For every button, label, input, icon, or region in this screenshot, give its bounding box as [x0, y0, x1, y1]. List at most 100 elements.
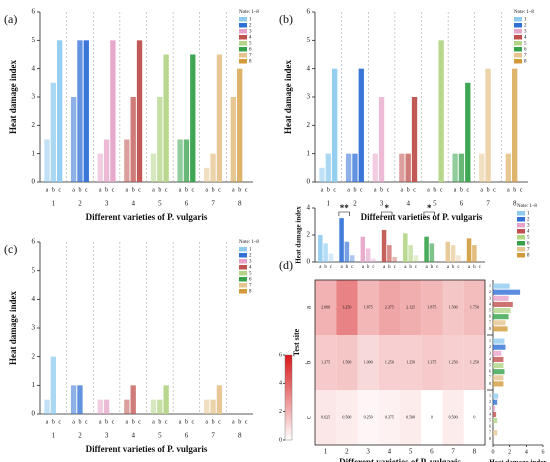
legend-label: 3: [527, 223, 530, 228]
sub-tick-label: c: [165, 419, 168, 425]
legend-swatch: [239, 265, 247, 270]
legend-title: Note: 1–8: [517, 204, 537, 209]
legend-swatch: [517, 211, 525, 216]
y-tick-label: 2: [32, 121, 36, 129]
legend-label: 5: [524, 41, 527, 46]
y-axis-label: Test site: [292, 328, 301, 356]
legend-label: 6: [527, 241, 530, 246]
x-tick-label: 8: [513, 200, 517, 208]
cell-label: 0.500: [406, 414, 415, 419]
sub-tick-label: b: [487, 187, 490, 193]
x-tick-label: 2: [78, 200, 82, 208]
row-label: b: [305, 360, 313, 364]
legend-swatch: [517, 247, 525, 252]
heat-cell: [336, 280, 358, 335]
sub-tick-label: b: [185, 419, 188, 425]
y-tick-label: 0: [32, 410, 36, 418]
right-bar-index: 3: [489, 405, 491, 410]
bar: [438, 40, 444, 183]
bar: [97, 153, 103, 182]
bar: [136, 40, 143, 183]
bar: [505, 153, 512, 182]
heat-cell: [400, 335, 422, 390]
cell-label: 1.375: [427, 359, 436, 364]
sub-tick-label: a: [507, 187, 510, 193]
top-sub-label: c: [479, 265, 482, 270]
legend-swatch: [517, 229, 525, 234]
bar: [110, 40, 116, 183]
heat-cell: [442, 335, 464, 390]
legend-label: 1: [249, 17, 252, 22]
bar: [163, 54, 169, 182]
top-sub-label: a: [340, 265, 343, 270]
cell-label: 1.750: [470, 304, 479, 309]
legend-swatch: [514, 47, 522, 52]
x-tick-label: 4: [131, 432, 135, 440]
sub-tick-label: a: [232, 419, 235, 425]
legend-label: 2: [527, 217, 530, 222]
bar: [190, 54, 196, 182]
right-bar: [493, 283, 510, 289]
right-bar: [493, 356, 504, 362]
sub-tick-label: a: [321, 187, 324, 193]
sub-tick-label: b: [158, 419, 161, 425]
heat-cell: [357, 335, 379, 390]
top-sub-label: b: [367, 265, 370, 270]
legend-label: 3: [249, 259, 252, 264]
x-axis-label: Different varieties of P. vulgaris: [86, 444, 208, 454]
sub-tick-label: a: [179, 419, 182, 425]
right-bar-index: 4: [489, 356, 491, 361]
right-bar-index: 3: [489, 350, 491, 355]
x-tick-label: 6: [430, 448, 434, 456]
top-bar: [371, 258, 376, 262]
legend-label: 5: [249, 41, 252, 46]
heat-cell: [421, 280, 443, 335]
bar: [70, 97, 77, 182]
legend-label: 4: [249, 35, 252, 40]
sub-tick-label: b: [327, 187, 330, 193]
bar: [210, 153, 216, 182]
legend-swatch: [239, 289, 247, 294]
top-bar: [472, 245, 477, 262]
bar: [465, 82, 471, 182]
y-tick-label: 6: [32, 8, 36, 16]
heat-cell: [336, 335, 358, 390]
bar: [485, 68, 491, 182]
bar: [103, 139, 110, 182]
cell-label: 0.250: [364, 414, 373, 419]
sub-tick-label: c: [520, 187, 523, 193]
x-tick-label: 6: [460, 200, 464, 208]
cell-label: 2.375: [385, 304, 394, 309]
y-axis-label: Heat damage index: [8, 291, 18, 365]
heat-cell: [463, 335, 485, 390]
top-sub-label: a: [425, 265, 428, 270]
right-bar: [493, 363, 504, 369]
sub-tick-label: a: [480, 187, 483, 193]
panel-label: (a): [4, 12, 17, 26]
sub-tick-label: b: [353, 187, 356, 193]
bar: [157, 399, 163, 414]
top-bar: [456, 255, 461, 262]
sub-tick-label: b: [158, 187, 161, 193]
top-sub-label: c: [330, 265, 333, 270]
legend-label: 4: [527, 229, 530, 234]
cell-label: 0: [473, 414, 475, 419]
x-tick-label: 8: [238, 432, 242, 440]
sub-tick-label: c: [191, 187, 194, 193]
top-sub-label: a: [383, 265, 386, 270]
right-bar: [493, 375, 504, 381]
legend-label: 3: [524, 29, 527, 34]
bar: [345, 153, 352, 182]
sub-tick-label: b: [460, 187, 463, 193]
sub-tick-label: b: [78, 419, 81, 425]
x-tick-label: 3: [380, 200, 384, 208]
right-bar-index: 8: [489, 326, 491, 331]
sub-tick-label: a: [72, 187, 75, 193]
legend-label: 4: [524, 35, 527, 40]
sub-tick-label: b: [132, 187, 135, 193]
sub-tick-label: b: [433, 187, 436, 193]
x-tick-label: 7: [211, 432, 215, 440]
bar: [77, 385, 83, 414]
right-bar-index: 5: [489, 362, 491, 367]
legend-swatch: [239, 59, 247, 64]
